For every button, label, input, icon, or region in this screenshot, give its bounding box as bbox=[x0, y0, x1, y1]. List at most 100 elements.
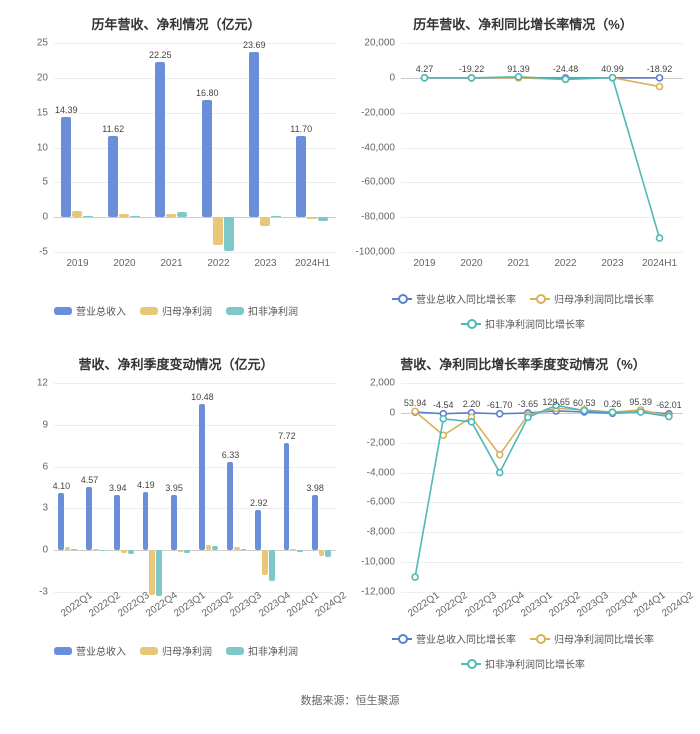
legend-label: 营业总收入 bbox=[76, 643, 126, 658]
bar bbox=[325, 550, 331, 557]
bar bbox=[114, 495, 120, 550]
bar bbox=[177, 212, 187, 217]
bar bbox=[58, 493, 64, 550]
y-tick: -40,000 bbox=[355, 142, 395, 153]
legend-swatch bbox=[54, 647, 72, 655]
y-tick: 0 bbox=[355, 407, 395, 418]
legend-label: 扣非净利润同比增长率 bbox=[485, 316, 585, 331]
legend-line-icon bbox=[392, 298, 412, 300]
bar-label: 3.94 bbox=[109, 483, 127, 493]
bar bbox=[184, 550, 190, 553]
y-tick: 10 bbox=[8, 142, 48, 153]
x-tick: 2024H1 bbox=[642, 252, 677, 269]
plot-area: -50510152025201920202021202220232024H114… bbox=[54, 43, 336, 253]
bar-label: 4.57 bbox=[81, 475, 99, 485]
bar bbox=[143, 492, 149, 550]
y-tick: 15 bbox=[8, 107, 48, 118]
plot-area: -100,000-80,000-60,000-40,000-20,000020,… bbox=[401, 43, 683, 253]
bar bbox=[224, 217, 234, 250]
legend-label: 营业总收入同比增长率 bbox=[416, 291, 516, 306]
bar bbox=[121, 550, 127, 553]
y-tick: -4,000 bbox=[355, 467, 395, 478]
legend-line-icon bbox=[392, 638, 412, 640]
bar bbox=[86, 487, 92, 551]
legend-line-icon bbox=[461, 663, 481, 665]
y-tick: -6,000 bbox=[355, 497, 395, 508]
bar-label: 7.72 bbox=[278, 431, 296, 441]
bar bbox=[155, 62, 165, 217]
plot-area: -30369122022Q12022Q22022Q32022Q42023Q120… bbox=[54, 383, 336, 593]
point-label: 4.27 bbox=[416, 64, 434, 74]
y-tick: -3 bbox=[8, 587, 48, 598]
x-tick: 2023 bbox=[601, 252, 623, 269]
point-label: -61.70 bbox=[487, 400, 513, 410]
y-tick: 5 bbox=[8, 177, 48, 188]
bar bbox=[213, 217, 223, 245]
bar bbox=[108, 136, 118, 217]
legend-label: 营业总收入 bbox=[76, 303, 126, 318]
data-source: 数据来源：恒生聚源 bbox=[0, 686, 700, 720]
legend-line-icon bbox=[530, 638, 550, 640]
chart-quarter-growth: 营收、净利同比增长率季度变动情况（%） -12,000-10,000-8,000… bbox=[355, 348, 691, 678]
x-tick: 2019 bbox=[413, 252, 435, 269]
point-label: 40.99 bbox=[601, 64, 624, 74]
bar bbox=[284, 443, 290, 551]
bar-label: 11.70 bbox=[290, 124, 312, 134]
legend-item: 扣非净利润同比增长率 bbox=[461, 656, 585, 671]
point-label: 60.53 bbox=[573, 398, 596, 408]
bar bbox=[61, 117, 71, 217]
bar bbox=[93, 549, 99, 550]
x-tick: 2024H1 bbox=[295, 252, 330, 269]
bar bbox=[202, 100, 212, 217]
legend-item: 营业总收入同比增长率 bbox=[392, 631, 516, 646]
y-tick: 0 bbox=[8, 545, 48, 556]
legend-item: 归母净利润 bbox=[140, 643, 212, 658]
legend-swatch bbox=[140, 307, 158, 315]
legend-line-icon bbox=[530, 298, 550, 300]
bar bbox=[319, 550, 325, 556]
bar bbox=[128, 550, 134, 554]
legend-swatch bbox=[54, 307, 72, 315]
bar-label: 10.48 bbox=[191, 392, 214, 402]
point-label: -24.48 bbox=[553, 64, 579, 74]
x-tick: 2020 bbox=[460, 252, 482, 269]
x-tick: 2020 bbox=[113, 252, 135, 269]
point-label: 129.65 bbox=[542, 397, 570, 407]
y-tick: -10,000 bbox=[355, 557, 395, 568]
point-label: -3.65 bbox=[518, 399, 539, 409]
y-tick: 6 bbox=[8, 461, 48, 472]
legend-item: 营业总收入同比增长率 bbox=[392, 291, 516, 306]
legend-label: 归母净利润 bbox=[162, 303, 212, 318]
plot-area: -12,000-10,000-8,000-6,000-4,000-2,00002… bbox=[401, 383, 683, 593]
bar-label: 3.98 bbox=[306, 483, 324, 493]
y-tick: 0 bbox=[8, 212, 48, 223]
bar-label: 23.69 bbox=[243, 40, 266, 50]
legend-swatch bbox=[226, 647, 244, 655]
bar bbox=[227, 462, 233, 550]
bar bbox=[156, 550, 162, 596]
bar-label: 4.19 bbox=[137, 480, 155, 490]
chart-grid: 历年营收、净利情况（亿元） -5051015202520192020202120… bbox=[0, 0, 700, 686]
legend-item: 营业总收入 bbox=[54, 643, 126, 658]
bar bbox=[249, 52, 259, 217]
bar bbox=[318, 217, 328, 220]
y-tick: -2,000 bbox=[355, 437, 395, 448]
point-label: -19.22 bbox=[459, 64, 485, 74]
bar bbox=[72, 211, 82, 217]
y-tick: -12,000 bbox=[355, 587, 395, 598]
bar bbox=[234, 547, 240, 550]
bar-label: 2.92 bbox=[250, 498, 268, 508]
y-tick: 25 bbox=[8, 38, 48, 49]
bar-label: 4.10 bbox=[53, 481, 71, 491]
legend-label: 扣非净利润同比增长率 bbox=[485, 656, 585, 671]
chart-annual-growth: 历年营收、净利同比增长率情况（%） -100,000-80,000-60,000… bbox=[355, 8, 691, 338]
point-label: 95.39 bbox=[629, 397, 652, 407]
y-tick: -80,000 bbox=[355, 212, 395, 223]
bar bbox=[241, 549, 247, 550]
legend-item: 归母净利润 bbox=[140, 303, 212, 318]
bar bbox=[199, 404, 205, 550]
bar bbox=[119, 214, 129, 217]
chart-title: 历年营收、净利同比增长率情况（%） bbox=[355, 8, 691, 43]
y-tick: 2,000 bbox=[355, 378, 395, 389]
bar bbox=[260, 217, 270, 225]
